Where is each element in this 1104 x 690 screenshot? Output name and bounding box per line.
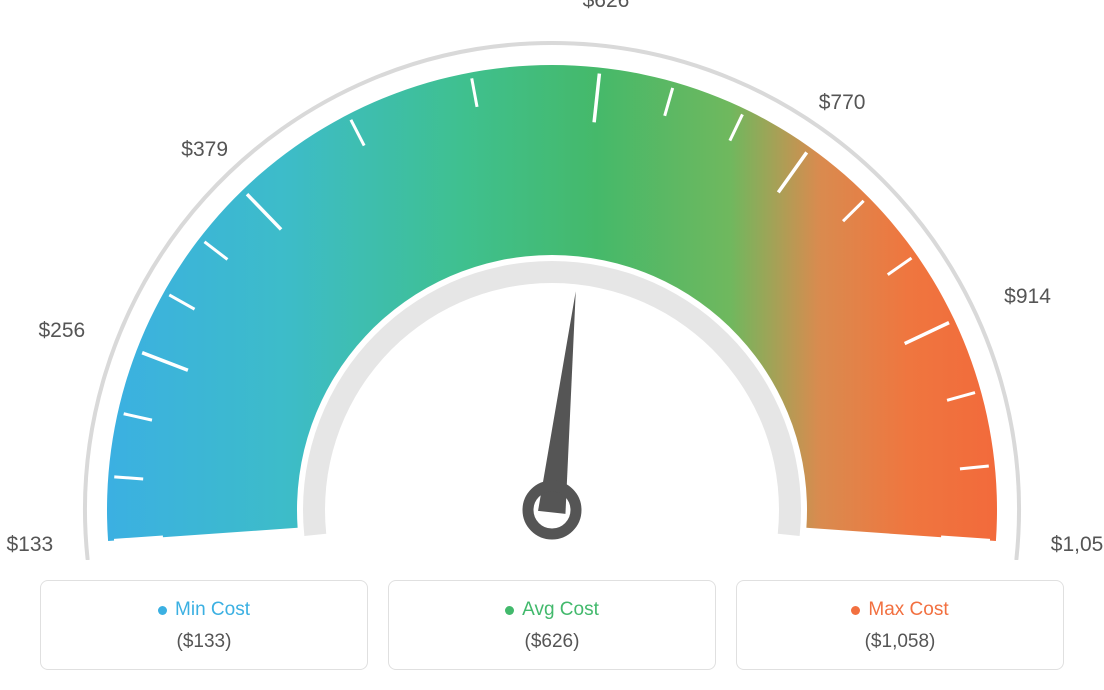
min-cost-label: Min Cost — [175, 599, 250, 621]
min-cost-dot — [158, 606, 167, 615]
chart-container: $133 $256 $379 $626 $770 $914 $1,058 Min Cost … — [0, 0, 1104, 690]
min-cost-label-row: Min Cost — [51, 599, 357, 621]
legend-cards: Min Cost ($133) Avg Cost ($626) Max Cost… — [40, 580, 1064, 670]
gauge-tick-label: $914 — [1004, 285, 1051, 309]
avg-cost-card: Avg Cost ($626) — [388, 580, 716, 670]
gauge-tick-label: $256 — [38, 319, 85, 343]
gauge-svg — [0, 0, 1104, 560]
max-cost-dot — [851, 606, 860, 615]
gauge-chart: $133 $256 $379 $626 $770 $914 $1,058 — [0, 0, 1104, 560]
gauge-tick-label: $133 — [6, 533, 53, 557]
min-cost-card: Min Cost ($133) — [40, 580, 368, 670]
max-cost-label-row: Max Cost — [747, 599, 1053, 621]
gauge-tick-label: $1,058 — [1051, 533, 1104, 557]
max-cost-card: Max Cost ($1,058) — [736, 580, 1064, 670]
avg-cost-value: ($626) — [399, 631, 705, 653]
gauge-tick-label: $626 — [583, 0, 630, 13]
max-cost-label: Max Cost — [868, 599, 948, 621]
gauge-tick-label: $770 — [819, 91, 866, 115]
avg-cost-label-row: Avg Cost — [399, 599, 705, 621]
gauge-tick-label: $379 — [181, 138, 228, 162]
max-cost-value: ($1,058) — [747, 631, 1053, 653]
avg-cost-dot — [505, 606, 514, 615]
avg-cost-label: Avg Cost — [522, 599, 599, 621]
min-cost-value: ($133) — [51, 631, 357, 653]
